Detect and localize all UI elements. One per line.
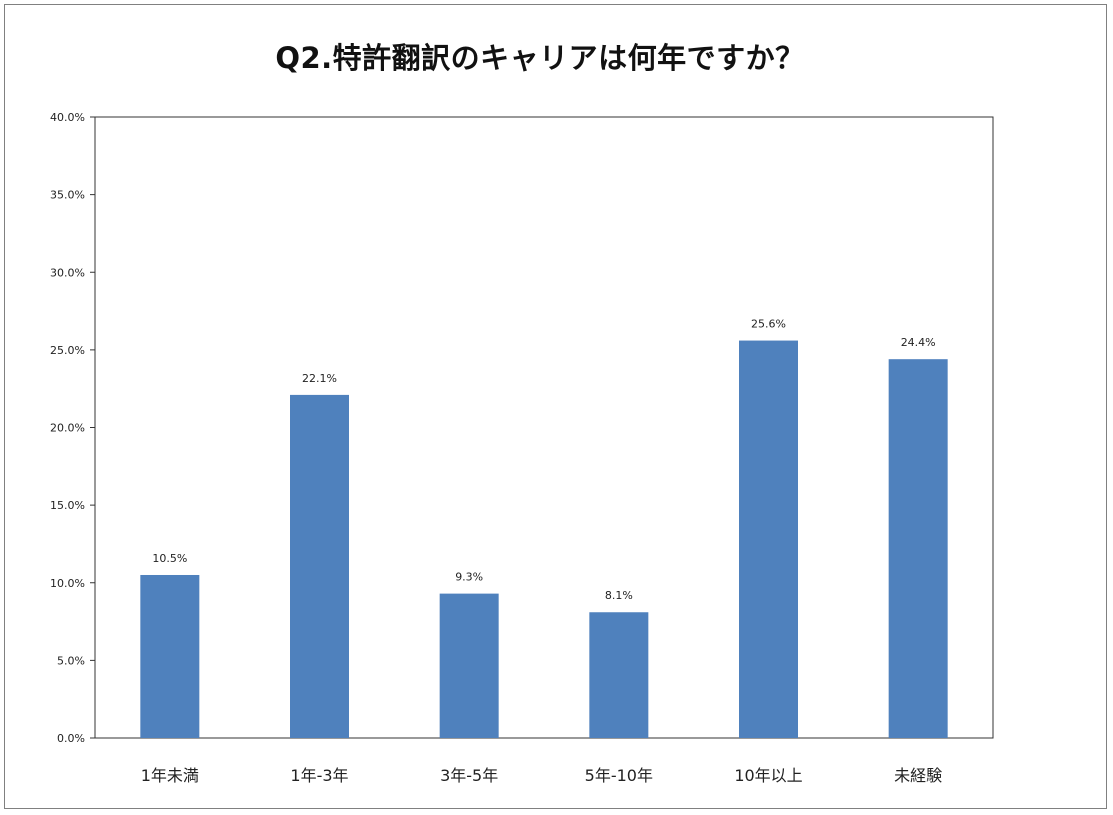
y-tick-label: 25.0%: [50, 344, 85, 357]
bar: [888, 359, 948, 738]
bar: [589, 612, 649, 738]
y-tick-label: 40.0%: [50, 111, 85, 124]
y-tick-label: 15.0%: [50, 499, 85, 512]
chart-title: Q2.特許翻訳のキャリアは何年ですか？: [275, 41, 804, 75]
data-label: 10.5%: [152, 552, 187, 565]
bar: [140, 574, 200, 738]
y-tick-label: 20.0%: [50, 422, 85, 435]
y-tick-label: 10.0%: [50, 577, 85, 590]
data-label: 22.1%: [302, 372, 337, 385]
y-tick-label: 5.0%: [57, 654, 85, 667]
data-label: 9.3%: [455, 571, 483, 584]
x-category-label: 1年未満: [141, 766, 199, 785]
data-labels-group: 10.5% 22.1% 9.3% 8.1% 25.6% 24.4%: [152, 318, 935, 603]
data-label: 25.6%: [751, 318, 786, 331]
x-category-label: 3年-5年: [440, 766, 498, 785]
y-tick-label: 30.0%: [50, 266, 85, 279]
bar: [290, 394, 349, 738]
data-label: 24.4%: [901, 336, 936, 349]
x-axis: 1年未満 1年-3年 3年-5年 5年-10年 10年以上 未経験: [141, 766, 942, 785]
bars-group: [140, 340, 948, 738]
y-tick-label: 0.0%: [57, 732, 85, 745]
y-axis: 0.0% 5.0% 10.0% 15.0% 20.0% 25.0% 30.0% 35.0% 40…: [50, 111, 95, 745]
x-category-label: 5年-10年: [585, 766, 653, 785]
data-label: 8.1%: [605, 589, 633, 602]
bar: [439, 593, 499, 738]
plot-area: [94, 116, 994, 739]
x-category-label: 1年-3年: [290, 766, 348, 785]
bar: [739, 340, 798, 738]
y-tick-label: 35.0%: [50, 189, 85, 202]
x-category-label: 未経験: [894, 766, 942, 785]
x-category-label: 10年以上: [734, 766, 802, 785]
